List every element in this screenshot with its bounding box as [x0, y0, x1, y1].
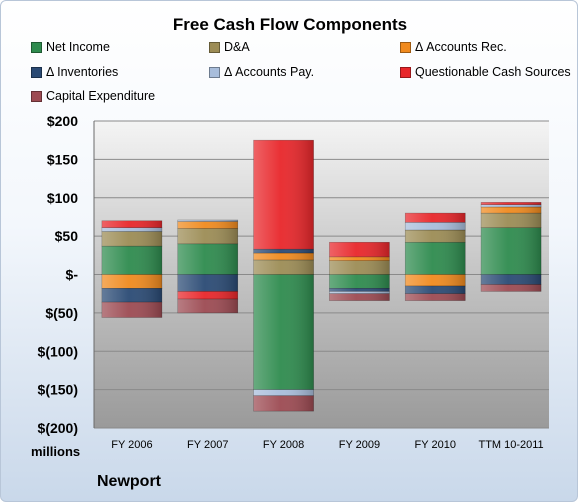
bar-d-a-3-shade — [329, 260, 390, 275]
chart-title: Free Cash Flow Components — [172, 15, 408, 34]
legend-swatch — [31, 66, 42, 78]
bar-net-income-3-shade — [329, 274, 390, 289]
bar-d-a-0-shade — [101, 231, 162, 247]
bar-capital-expenditure-5-shade — [481, 284, 542, 292]
bar-net-income-2-shade — [253, 274, 314, 390]
legend-swatch — [209, 41, 220, 53]
legend-swatch — [400, 66, 411, 78]
bar-inventories-4-shade — [405, 286, 466, 294]
bar-inventories-3-shade — [329, 288, 390, 292]
bar-accounts-pay-4-shade — [405, 222, 466, 230]
legend-item: Questionable Cash Sources — [400, 65, 571, 79]
bar-d-a-2-shade — [253, 259, 314, 275]
y-tick-label: $100 — [47, 190, 78, 206]
y-tick-label: $(50) — [45, 305, 78, 321]
bar-accounts-pay-5-shade — [481, 204, 542, 207]
bar-questionable-cash-sources-5-shade — [481, 202, 542, 205]
x-tick-label: TTM 10-2011 — [478, 439, 543, 451]
x-tick-label: FY 2008 — [263, 439, 304, 451]
company-label: Newport — [97, 473, 161, 490]
bar-accounts-rec-4-shade — [405, 274, 466, 287]
bar-accounts-pay-3-shade — [329, 291, 390, 294]
bar-net-income-0-shade — [101, 246, 162, 275]
legend-item: D&A — [209, 40, 250, 54]
y-tick-label: $50 — [55, 228, 79, 244]
legend-label: D&A — [224, 40, 250, 54]
bar-net-income-5-shade — [481, 227, 542, 275]
bar-questionable-cash-sources-1-shade — [177, 291, 238, 300]
legend-label: Δ Accounts Rec. — [415, 40, 507, 54]
bar-d-a-4-shade — [405, 229, 466, 243]
legend-item: Δ Accounts Rec. — [400, 40, 507, 54]
bar-accounts-pay-1-shade — [177, 220, 238, 222]
x-tick-label: FY 2010 — [415, 439, 456, 451]
bar-inventories-0-shade — [101, 288, 162, 303]
y-tick-label: $150 — [47, 151, 78, 167]
bar-accounts-rec-5-shade — [481, 206, 542, 214]
bar-inventories-1-shade — [177, 274, 238, 292]
legend-swatch — [400, 41, 411, 53]
legend-item: Δ Inventories — [31, 65, 118, 79]
bar-capital-expenditure-4-shade — [405, 293, 466, 301]
legend-label: Δ Accounts Pay. — [224, 65, 315, 79]
y-tick-label: $(100) — [38, 343, 78, 359]
bar-net-income-4-shade — [405, 242, 466, 275]
legend-label: Δ Inventories — [46, 65, 119, 79]
legend-label: Capital Expenditure — [46, 89, 156, 103]
bar-inventories-2-shade — [253, 249, 314, 254]
bar-accounts-rec-1-shade — [177, 221, 238, 229]
bar-capital-expenditure-3-shade — [329, 293, 390, 301]
legend-item: Δ Accounts Pay. — [209, 65, 314, 79]
y-tick-label: $200 — [47, 113, 78, 129]
legend-label: Net Income — [46, 40, 110, 54]
bar-questionable-cash-sources-0-shade — [101, 220, 162, 228]
bar-questionable-cash-sources-2-shade — [253, 140, 314, 250]
bar-capital-expenditure-1-shade — [177, 299, 238, 313]
bar-accounts-rec-2-shade — [253, 253, 314, 260]
y-tick-label: $(200) — [38, 420, 78, 436]
bar-d-a-1-shade — [177, 228, 238, 244]
bar-accounts-pay-0-shade — [101, 227, 162, 232]
y-tick-label: $(150) — [38, 382, 78, 398]
bar-questionable-cash-sources-4-shade — [405, 213, 466, 223]
bar-accounts-rec-0-shade — [101, 274, 162, 289]
bar-questionable-cash-sources-3-shade — [329, 242, 390, 257]
legend-item: Net Income — [31, 40, 110, 54]
legend-item: Capital Expenditure — [31, 89, 155, 103]
unit-label: millions — [31, 444, 80, 459]
bar-capital-expenditure-2-shade — [253, 395, 314, 412]
bar-accounts-pay-2-shade — [253, 389, 314, 396]
bar-capital-expenditure-0-shade — [101, 302, 162, 318]
x-tick-label: FY 2009 — [339, 439, 380, 451]
legend-swatch — [31, 90, 42, 102]
legend-swatch — [209, 66, 220, 78]
bar-net-income-1-shade — [177, 243, 238, 275]
x-tick-label: FY 2006 — [111, 439, 152, 451]
y-tick-label: $- — [66, 267, 79, 283]
bar-inventories-5-shade — [481, 274, 542, 285]
bar-accounts-rec-3-shade — [329, 256, 390, 261]
legend-swatch — [31, 41, 42, 53]
bar-d-a-5-shade — [481, 213, 542, 228]
x-tick-label: FY 2007 — [187, 439, 228, 451]
legend-label: Questionable Cash Sources — [415, 65, 571, 79]
